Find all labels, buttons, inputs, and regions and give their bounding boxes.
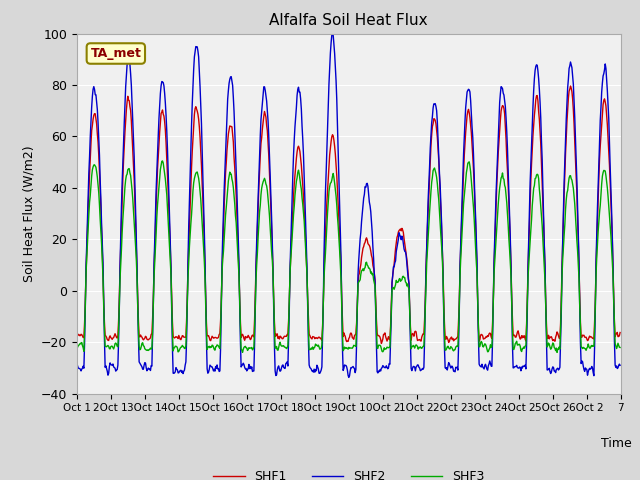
SHF1 <box>137 332 145 338</box>
SHF1 <box>284 332 292 337</box>
SHF3 <box>264 195 272 201</box>
SHF1 <box>436 174 444 180</box>
Title: Alfalfa Soil Heat Flux: Alfalfa Soil Heat Flux <box>269 13 428 28</box>
SHF3 <box>137 346 145 352</box>
SHF3 <box>73 345 81 351</box>
SHF1 <box>73 333 81 339</box>
Line: SHF1: SHF1 <box>77 86 620 343</box>
SHF1 <box>264 128 271 133</box>
SHF1 <box>616 330 624 336</box>
Y-axis label: Soil Heat Flux (W/m2): Soil Heat Flux (W/m2) <box>22 145 35 282</box>
SHF2 <box>329 30 337 36</box>
SHF3 <box>436 209 444 215</box>
SHF1 <box>405 282 413 288</box>
SHF3 <box>405 286 413 292</box>
SHF2 <box>616 362 624 368</box>
X-axis label: Time: Time <box>601 437 632 450</box>
SHF3 <box>616 345 624 350</box>
SHF2 <box>73 360 81 366</box>
Text: TA_met: TA_met <box>90 47 141 60</box>
SHF2 <box>436 183 444 189</box>
SHF2 <box>264 108 271 114</box>
SHF3 <box>159 158 166 164</box>
SHF3 <box>237 347 245 352</box>
SHF2 <box>237 339 244 345</box>
Line: SHF3: SHF3 <box>77 161 620 352</box>
SHF2 <box>284 363 292 369</box>
SHF2 <box>137 362 145 368</box>
SHF2 <box>406 311 413 316</box>
SHF1 <box>237 319 244 325</box>
Line: SHF2: SHF2 <box>77 33 620 377</box>
Legend: SHF1, SHF2, SHF3: SHF1, SHF2, SHF3 <box>209 465 489 480</box>
SHF3 <box>285 323 292 329</box>
SHF3 <box>553 349 561 355</box>
SHF2 <box>345 374 353 380</box>
SHF1 <box>378 340 385 346</box>
SHF1 <box>566 83 574 89</box>
